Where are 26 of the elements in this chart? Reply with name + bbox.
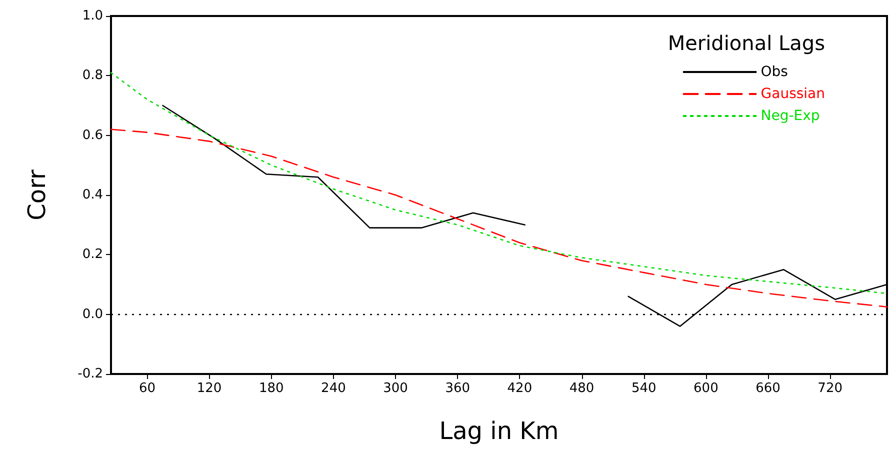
x-tick-label: 660 xyxy=(756,381,780,396)
line-series xyxy=(110,128,888,308)
text: Neg-Exp xyxy=(760,108,820,124)
y-tick-label: 0.2 xyxy=(82,247,103,262)
x-tick-label: 720 xyxy=(818,381,843,396)
y-tick-label: 0.6 xyxy=(82,128,103,143)
text: Obs xyxy=(760,64,788,80)
x-tick-label: 300 xyxy=(383,381,408,396)
x-axis-title: Lag in Km xyxy=(439,417,559,445)
x-tick-label: 60 xyxy=(138,381,156,396)
legend-title: Meridional Lags xyxy=(668,31,825,55)
y-axis-title: Corr xyxy=(23,169,51,220)
y-tick-label: 0.4 xyxy=(82,188,103,202)
x-tick-label: 360 xyxy=(445,381,470,396)
x-tick-label: 600 xyxy=(694,381,718,396)
x-tick-label: 240 xyxy=(321,381,346,396)
y-tick-label: -0.2 xyxy=(78,366,103,382)
x-tick-label: 180 xyxy=(258,381,284,396)
x-tick-label: 480 xyxy=(569,381,594,396)
y-tick-label: 0.0 xyxy=(82,306,103,322)
x-tick-label: 420 xyxy=(507,381,532,396)
x-tick-label: 540 xyxy=(631,381,656,396)
text: Gaussian xyxy=(760,86,826,102)
x-tick-label: 120 xyxy=(196,381,222,396)
y-tick-label: 0.8 xyxy=(82,68,103,84)
y-tick-label: 1.0 xyxy=(82,8,103,24)
